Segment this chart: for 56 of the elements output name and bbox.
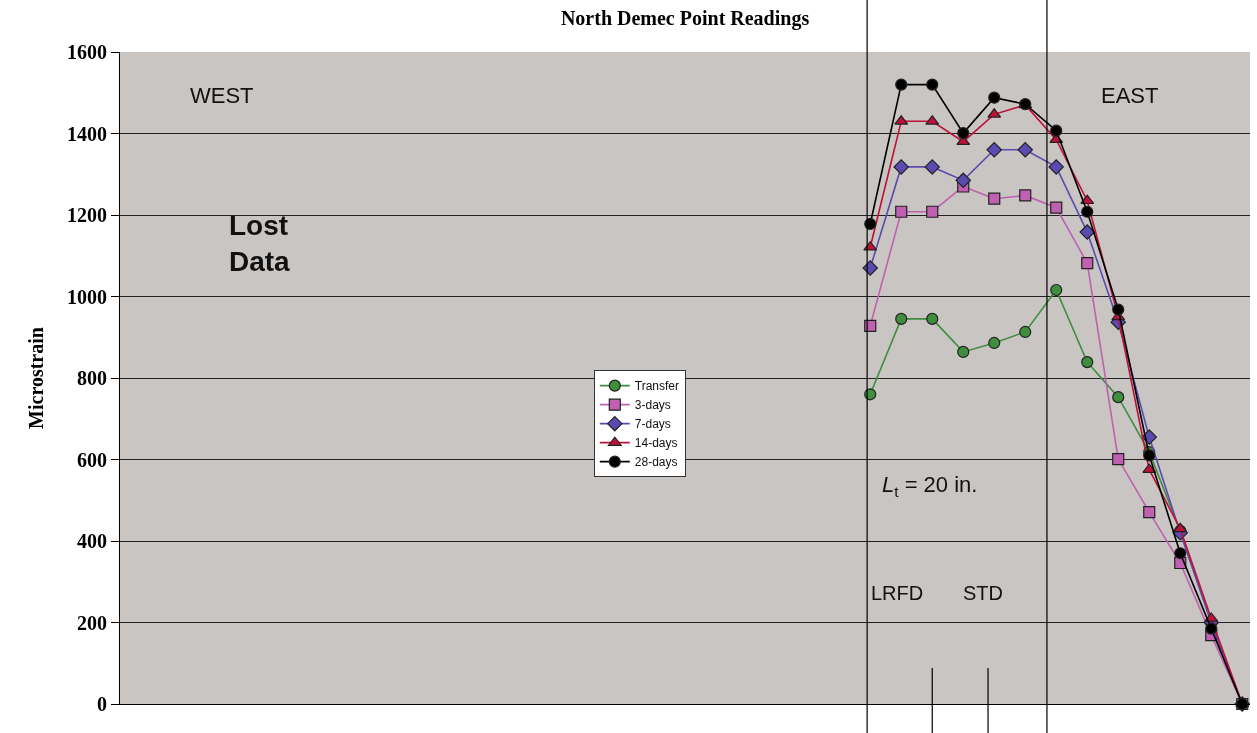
y-axis-title: Microstrain [24,327,47,429]
annotation: L$_{t}$ = 20 in. [882,472,978,500]
annotation: Lost Data [229,210,291,278]
chart-title: North Demec Point Readings [560,6,810,30]
point [1081,205,1094,218]
annotation: LRFD [871,582,924,604]
y-tick-label: 1400 [67,122,107,145]
y-tick-label: 1600 [67,41,107,63]
point [926,312,939,326]
y-tick-label: 1000 [67,285,107,308]
y-tick-label: 0 [97,693,107,715]
point [988,91,1001,104]
point [1019,189,1032,202]
point [1142,463,1157,474]
y-tick-label: 200 [77,611,107,634]
y-tick-label: 800 [77,367,107,389]
point [1081,256,1094,270]
y-tick-label: 600 [77,448,107,471]
legend-label: 3-days [634,398,671,413]
point [1050,283,1063,297]
point [986,142,1002,158]
point [1017,142,1033,158]
point [895,78,908,91]
point [895,205,908,218]
point [1173,522,1188,533]
point [1050,124,1063,137]
point [957,126,970,140]
y-tick-label: 1200 [67,204,107,226]
point [957,345,970,359]
point [926,78,939,91]
point [988,192,1001,205]
point [1019,325,1032,339]
point [1079,224,1095,240]
point [1112,452,1125,466]
legend-label: 14-days [634,436,678,451]
annotation: EAST [1101,83,1159,108]
point [988,336,1001,350]
point [1112,303,1125,316]
point [1081,356,1094,369]
point [1174,547,1187,560]
point [924,159,940,175]
legend-label: 7-days [634,417,671,432]
point [893,159,909,175]
point [895,312,908,326]
y-tick-label: 400 [77,530,107,552]
point [955,172,971,189]
annotation: STD [963,582,1003,604]
point [1048,159,1064,175]
point [1205,622,1218,635]
point [926,205,939,218]
annotation: WEST [190,83,254,108]
point [1112,391,1125,404]
point [1143,505,1156,519]
legend-label: Transfer [634,379,680,394]
point [1050,201,1063,214]
legend-label: 28-days [634,455,678,470]
